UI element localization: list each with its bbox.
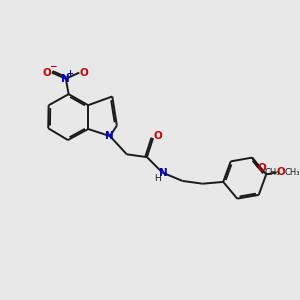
Text: N: N <box>61 74 70 84</box>
Text: −: − <box>49 62 56 71</box>
Text: +: + <box>66 69 73 78</box>
Text: O: O <box>42 68 51 78</box>
Text: O: O <box>277 167 286 177</box>
Text: O: O <box>258 163 266 173</box>
Text: CH₃: CH₃ <box>264 168 280 177</box>
Text: O: O <box>80 68 88 78</box>
Text: CH₃: CH₃ <box>284 168 300 177</box>
Text: N: N <box>105 131 114 141</box>
Text: N: N <box>158 168 167 178</box>
Text: H: H <box>154 174 161 183</box>
Text: O: O <box>154 131 163 141</box>
